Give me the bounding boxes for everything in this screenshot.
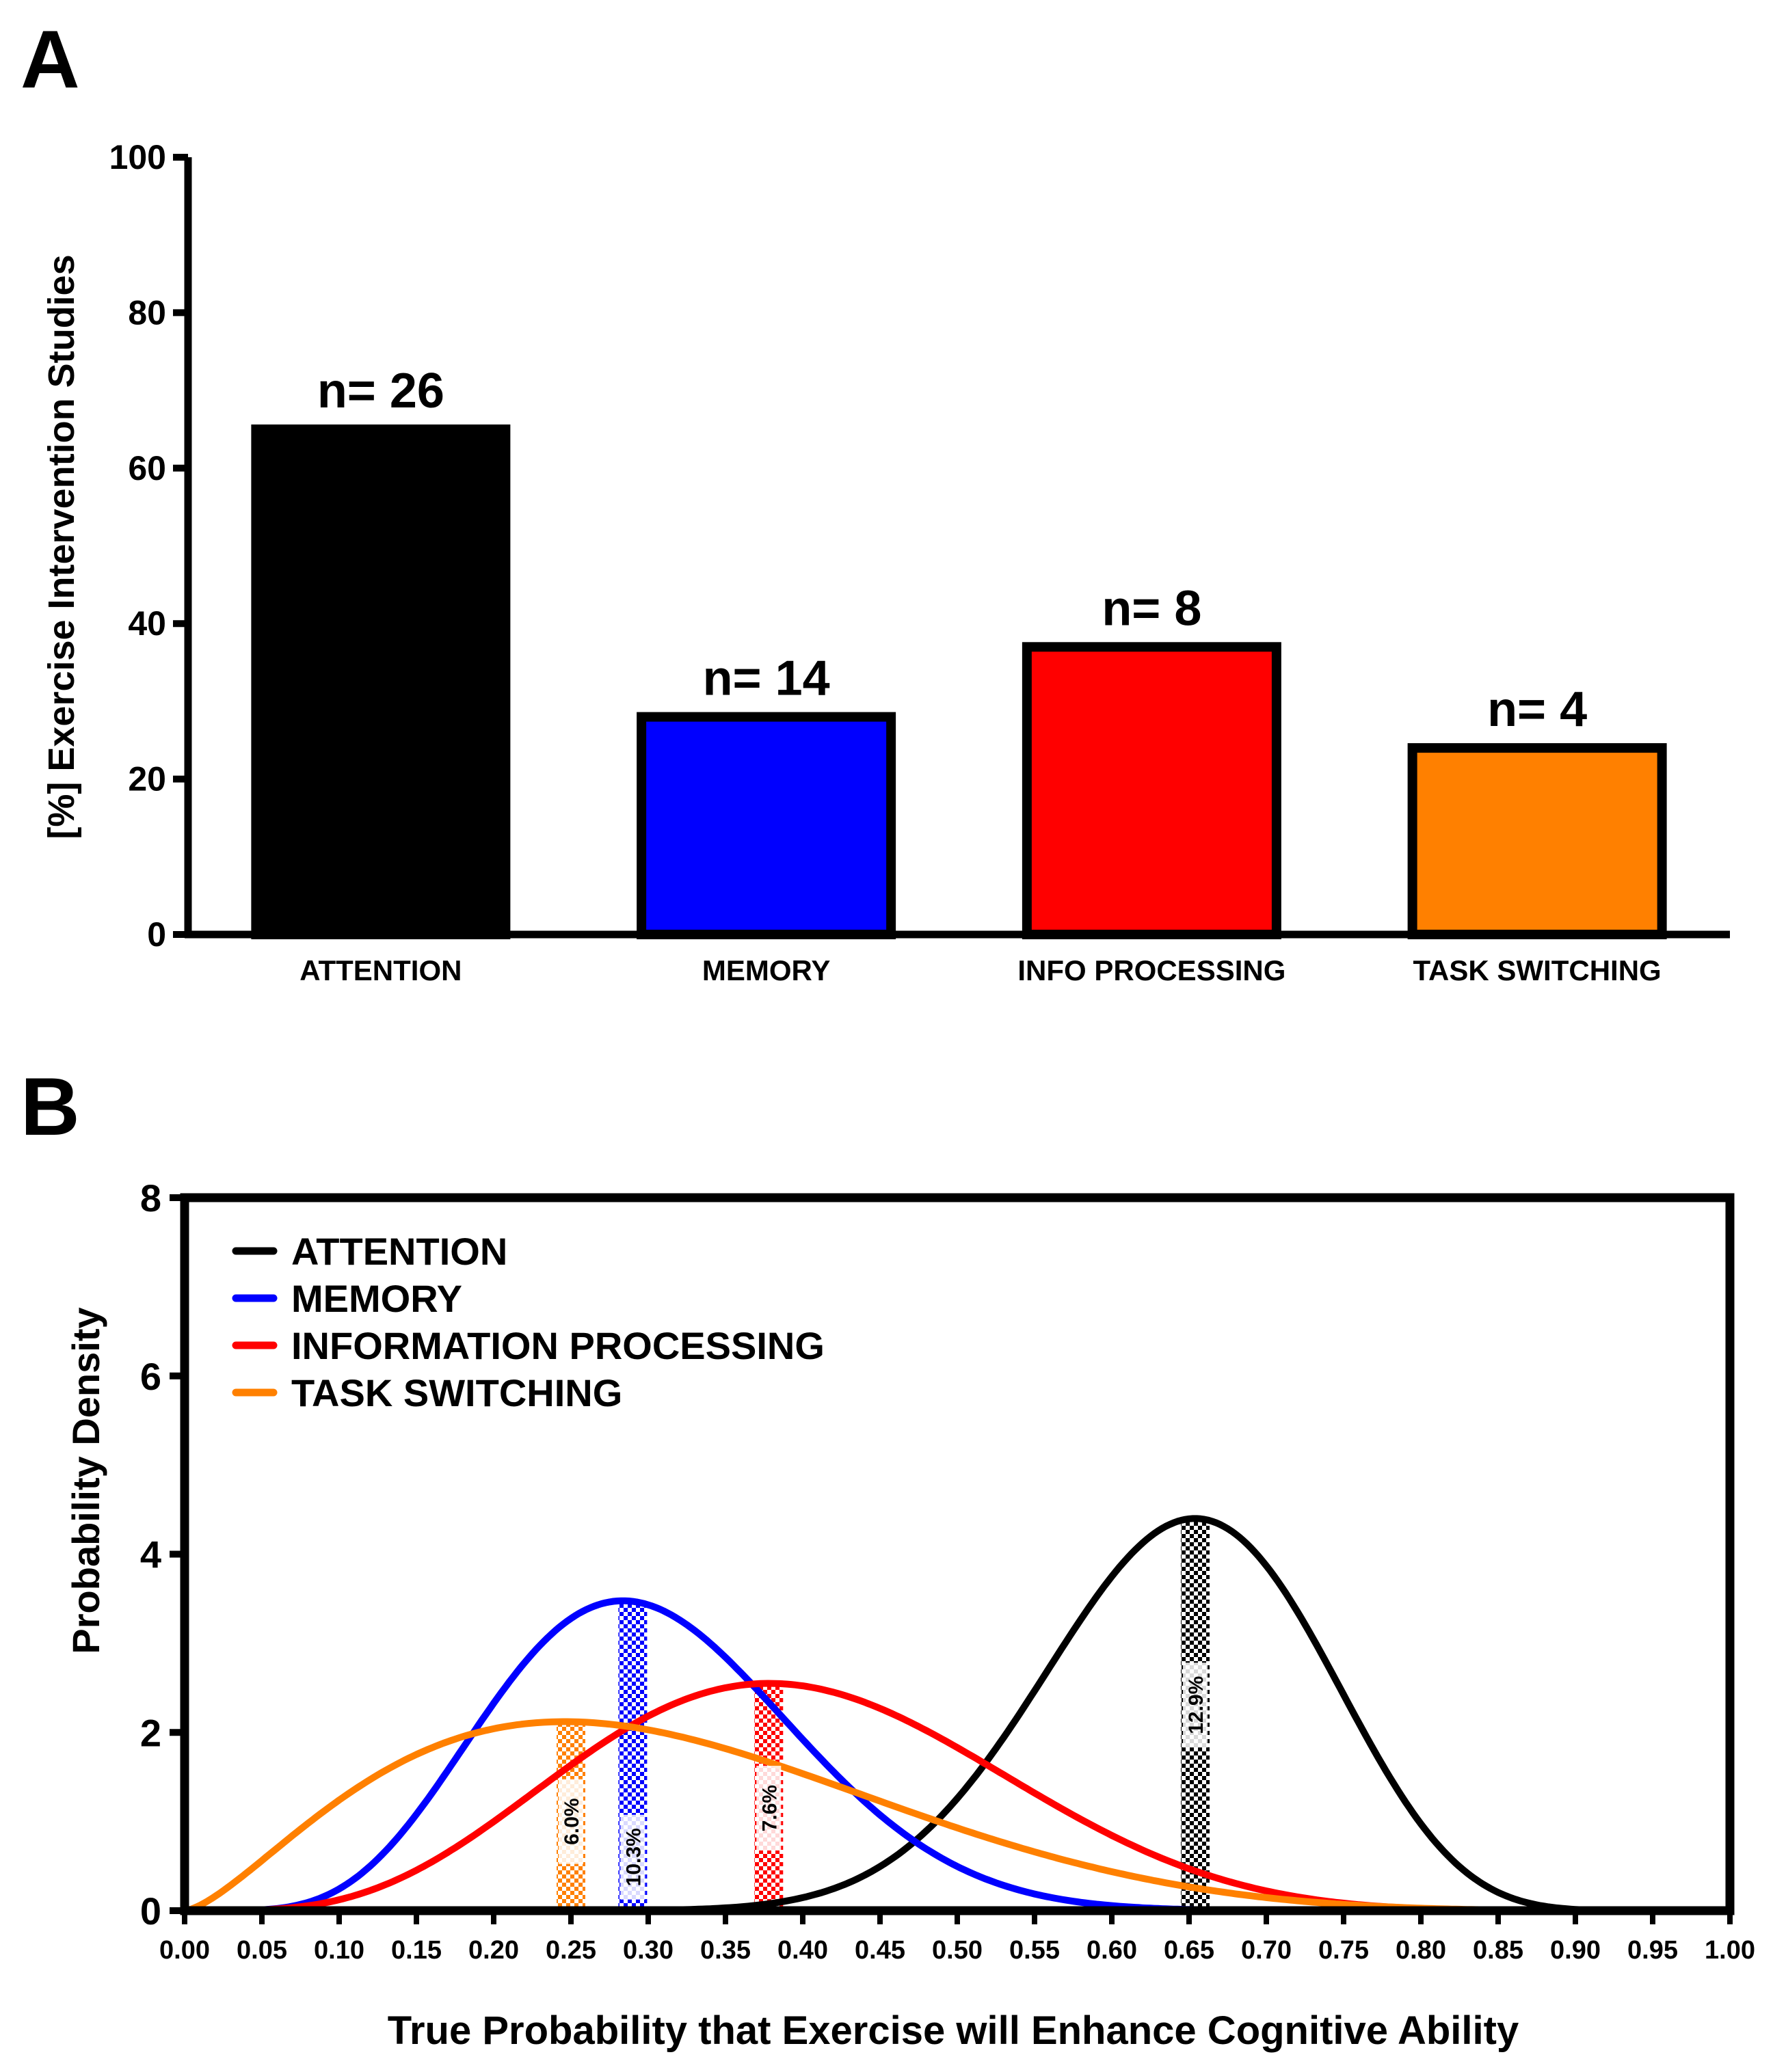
panel-a-y-ticks: 0 20 40 60 80 100: [109, 138, 188, 954]
a-x-tick-label: MEMORY: [702, 954, 830, 986]
bar-attention: [251, 424, 511, 939]
b-y-tick-label: 8: [140, 1176, 161, 1220]
b-x-tick-label: 0.55: [1009, 1936, 1060, 1965]
a-y-tick-label: 40: [128, 604, 166, 643]
panel-a-axes: [184, 157, 1730, 939]
a-x-tick-label: TASK SWITCHING: [1413, 954, 1662, 986]
a-y-tick-label: 20: [128, 760, 166, 798]
b-x-tick-label: 0.20: [468, 1936, 519, 1965]
band-label: 10.3%: [622, 1828, 645, 1886]
b-x-tick-label: 0.90: [1550, 1936, 1601, 1965]
panel-b-letter: B: [21, 1061, 80, 1153]
b-x-tick-label: 0.80: [1396, 1936, 1446, 1965]
a-y-tick-label: 100: [109, 138, 166, 176]
panel-a-y-axis-label: [%] Exercise Intervention Studies: [41, 254, 82, 839]
legend-label: TASK SWITCHING: [291, 1371, 622, 1414]
a-x-tick-label: ATTENTION: [299, 954, 462, 986]
b-x-tick-label: 0.10: [314, 1936, 364, 1965]
legend-label: INFORMATION PROCESSING: [291, 1324, 825, 1367]
b-x-tick-label: 0.30: [623, 1936, 674, 1965]
b-x-tick-label: 0.95: [1627, 1936, 1678, 1965]
b-y-tick-label: 2: [140, 1711, 161, 1754]
b-y-tick-label: 4: [140, 1533, 161, 1576]
b-y-tick-label: 6: [140, 1355, 161, 1398]
b-x-tick-label: 0.45: [855, 1936, 905, 1965]
bar-task-switching: [1407, 743, 1667, 939]
a-y-tick-label: 80: [128, 293, 166, 332]
b-plot-frame: [180, 1193, 1735, 1915]
a-x-tick-label: INFO PROCESSING: [1017, 954, 1285, 986]
band-label-bg: [559, 1779, 583, 1864]
b-y-tick-label: 0: [140, 1889, 161, 1933]
b-x-tick-label: 0.40: [777, 1936, 828, 1965]
panel-b-curves: [184, 1515, 1730, 1914]
bar-count-label: n= 8: [1102, 581, 1201, 636]
b-x-tick-label: 0.25: [546, 1936, 596, 1965]
b-x-tick-label: 1.00: [1705, 1936, 1755, 1965]
panel-a-bar-chart: [%] Exercise Intervention Studies 0 20 40 6…: [41, 138, 1730, 986]
b-x-tick-label: 0.75: [1318, 1936, 1369, 1965]
panel-b-y-axis-label: Probability Density: [64, 1307, 107, 1654]
b-x-tick-label: 0.65: [1164, 1936, 1214, 1965]
panel-a-bars: n= 26 ATTENTION n= 14 MEMORY n= 8 INFO PROCES…: [251, 364, 1667, 986]
b-x-tick-label: 0.15: [391, 1936, 442, 1965]
panel-b-x-axis-label: True Probability that Exercise will Enha…: [388, 2008, 1519, 2053]
a-y-tick-label: 0: [147, 915, 166, 954]
band-label: 7.6%: [758, 1785, 781, 1831]
b-x-tick-label: 0.35: [700, 1936, 751, 1965]
band-label-bg: [756, 1766, 782, 1851]
b-x-tick-label: 0.05: [237, 1936, 287, 1965]
b-x-tick-label: 0.00: [159, 1936, 210, 1965]
panel-a-letter: A: [21, 14, 80, 105]
panel-b-axes: 0 2 4 6 8 0.00 0.05 0.10 0.15 0.20 0.25 0.30 0.35 0.4…: [140, 1176, 1755, 1965]
band-label-bg: [1183, 1663, 1208, 1748]
bar-count-label: n= 4: [1487, 682, 1587, 737]
curve-attention: [185, 1515, 1730, 1914]
panel-b-band-labels: 12.9% 10.3% 7.6% 6.0%: [559, 1663, 1208, 1900]
b-x-tick-label: 0.50: [932, 1936, 983, 1965]
b-x-tick-label: 0.85: [1473, 1936, 1523, 1965]
bar-memory: [637, 712, 896, 939]
b-x-tick-label: 0.60: [1087, 1936, 1137, 1965]
bar-count-label: n= 26: [317, 364, 444, 418]
panel-b-density-chart: Probability Density True Probability tha…: [64, 1176, 1755, 2053]
band-label: 12.9%: [1185, 1676, 1208, 1734]
legend-label: MEMORY: [291, 1277, 462, 1320]
b-x-tick-label: 0.70: [1241, 1936, 1292, 1965]
bar-info-processing: [1022, 642, 1281, 939]
bar-count-label: n= 14: [703, 651, 830, 706]
legend-label: ATTENTION: [291, 1230, 507, 1273]
band-label-bg: [620, 1814, 645, 1900]
band-label: 6.0%: [561, 1798, 583, 1844]
a-y-tick-label: 60: [128, 449, 166, 487]
